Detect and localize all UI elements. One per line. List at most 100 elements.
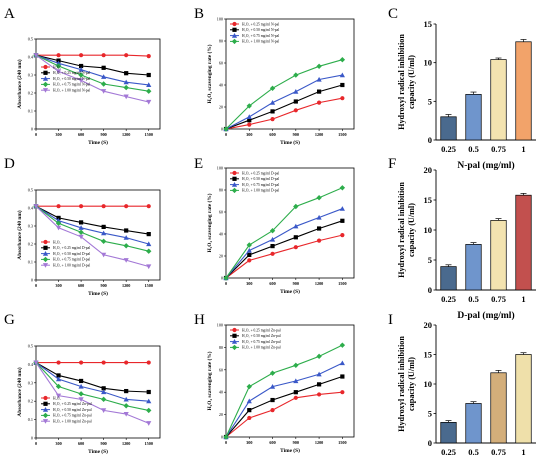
y-tick-label: 0.4 (28, 206, 34, 211)
data-point (55, 220, 62, 226)
data-point (123, 235, 129, 240)
series-line (225, 97, 343, 130)
legend-marker (42, 88, 49, 93)
legend-marker (42, 419, 49, 424)
y-tick-label: 5 (428, 255, 432, 265)
x-axis-label: Time (S) (280, 288, 300, 295)
y-tick-label: 0.3 (28, 380, 33, 385)
data-point (101, 389, 107, 395)
data-point (146, 360, 151, 365)
data-point (55, 218, 62, 223)
y-tick-label: 20 (219, 412, 223, 417)
data-point (146, 54, 151, 59)
data-point (316, 382, 322, 387)
data-point (56, 360, 61, 365)
y-tick-label: 0.1 (28, 109, 33, 114)
bar (440, 266, 457, 291)
x-tick-label: 600 (269, 440, 275, 445)
data-point (339, 72, 345, 78)
bar (465, 244, 482, 291)
x-tick-label: 0.75 (491, 294, 506, 304)
data-point (293, 203, 299, 210)
series-0 (33, 204, 151, 209)
data-point (146, 204, 151, 209)
y-tick-label: 40 (219, 390, 223, 395)
x-axis-label: Time (S) (280, 139, 300, 146)
legend-marker (43, 239, 48, 245)
legend-entry: H₂O₂ + 0.25 mg/ml D-pal (242, 171, 279, 175)
x-tick-label: 0 (225, 281, 227, 286)
x-axis-label: N-pal (mg/ml) (457, 160, 514, 171)
legend-marker (231, 187, 238, 194)
x-tick-label: 0 (225, 440, 227, 445)
series-line (36, 54, 149, 57)
series-line (225, 344, 343, 438)
x-tick-label: 600 (269, 132, 275, 137)
data-point (124, 228, 129, 233)
line-panel-a: 0 0.1 0.2 0.3 0.4 0.5 0 300 600 900 1200 1500 Time (… (16, 37, 161, 146)
y-tick-label: 0.1 (28, 417, 33, 422)
series-line (35, 362, 149, 424)
series-line (225, 362, 343, 438)
series-line (225, 74, 343, 130)
x-tick-label: 600 (269, 281, 275, 286)
data-point (78, 204, 84, 209)
bar (515, 194, 532, 291)
y-tick-label: 10 (424, 58, 433, 68)
legend-marker (43, 245, 48, 250)
x-tick-label: 0.25 (441, 447, 456, 457)
data-point (101, 74, 107, 79)
series-4 (33, 53, 152, 105)
legend-entry: H₂O₂ + 1.00 mg/ml Zn-pal (242, 346, 281, 350)
data-point (124, 53, 129, 58)
data-point (269, 236, 276, 242)
series-line (35, 54, 149, 92)
data-point (146, 241, 152, 247)
legend: H₂O₂ H₂O₂ + 0.25 mg/ml Zn-pal H₂O₂ + 0.50 … (41, 395, 92, 424)
bar (490, 220, 507, 291)
data-point (146, 398, 152, 404)
legend-marker (42, 256, 49, 263)
legend-marker (43, 395, 48, 401)
data-point (316, 392, 322, 397)
x-tick-label: 1 (521, 447, 525, 457)
data-point (123, 79, 129, 85)
x-tick-label: 300 (246, 281, 252, 286)
data-point (101, 53, 106, 58)
y-tick-label: 0.2 (28, 242, 33, 247)
series-0 (33, 53, 151, 59)
x-tick-label: 0 (35, 283, 37, 288)
x-tick-label: 1200 (315, 281, 323, 286)
x-tick-label: 1500 (145, 441, 153, 446)
data-point (293, 245, 298, 250)
data-point (100, 396, 107, 403)
y-tick-label: 20 (424, 165, 433, 175)
data-point (247, 408, 252, 413)
data-point (123, 94, 129, 100)
data-point (316, 226, 322, 231)
x-tick-label: 0 (35, 441, 37, 446)
data-point (78, 67, 84, 72)
data-point (246, 247, 252, 253)
series-line (225, 375, 343, 438)
x-axis-label: Time (S) (88, 290, 108, 297)
data-point (269, 228, 276, 234)
data-point (293, 108, 298, 113)
y-tick-label: 10 (424, 225, 433, 235)
line-panel-d: 0 0.1 0.2 0.3 0.4 0.5 0 300 600 900 1200 1500 Time (… (16, 188, 161, 297)
legend: H₂O₂ + 0.25 mg/ml Zn-pal H₂O₂ + 0.50 mg/m… (230, 327, 281, 351)
legend-marker (42, 76, 49, 81)
y-axis-label: Absorbance (240 nm) (16, 210, 23, 260)
data-point (78, 378, 84, 384)
legend-entry: H₂O₂ + 0.25 mg/ml D-pal (53, 246, 90, 250)
data-point (246, 398, 252, 404)
x-tick-label: 900 (293, 281, 299, 286)
legend-marker (43, 64, 48, 70)
data-point (247, 252, 252, 257)
panel-letter-d: D (4, 156, 15, 172)
data-point (78, 397, 84, 402)
plot-frame (225, 18, 355, 130)
x-tick-label: 1200 (315, 440, 323, 445)
x-tick-label: 1500 (145, 283, 153, 288)
x-tick-label: 1500 (338, 132, 346, 137)
